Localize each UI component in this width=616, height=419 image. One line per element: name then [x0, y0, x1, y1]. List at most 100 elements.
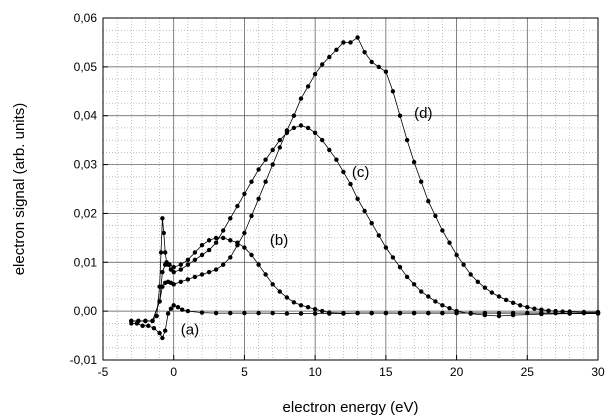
data-point — [320, 137, 325, 143]
data-point — [154, 313, 159, 319]
data-point — [532, 306, 537, 311]
data-point — [397, 310, 403, 316]
data-point — [320, 62, 325, 67]
data-point — [496, 313, 502, 319]
data-point — [199, 252, 205, 258]
series-layer — [129, 35, 601, 341]
data-point — [411, 310, 417, 316]
data-point — [553, 308, 558, 314]
data-point — [192, 274, 198, 280]
data-point — [426, 199, 431, 204]
data-point — [270, 147, 275, 153]
data-point — [157, 299, 162, 304]
series-label: (c) — [352, 164, 370, 181]
data-point — [298, 123, 304, 128]
data-point — [539, 307, 544, 312]
data-point — [426, 294, 431, 299]
x-tick-label: 0 — [170, 365, 177, 379]
data-point — [539, 311, 544, 317]
data-point — [151, 326, 157, 331]
data-point — [263, 157, 268, 162]
data-point — [383, 245, 389, 250]
x-tick-label: 5 — [241, 365, 248, 379]
data-point — [433, 299, 438, 304]
data-point — [390, 89, 396, 94]
data-point — [355, 310, 360, 316]
data-point — [348, 181, 353, 187]
y-tick-label: 0,00 — [74, 304, 98, 318]
data-point — [404, 274, 410, 280]
data-point — [312, 72, 318, 77]
data-point — [525, 305, 530, 310]
data-point — [560, 309, 565, 314]
data-point — [404, 137, 410, 143]
data-point — [163, 328, 168, 333]
x-tick-label: 15 — [379, 365, 393, 379]
data-point — [242, 245, 247, 250]
y-tick-label: 0,02 — [74, 206, 98, 220]
data-point — [277, 145, 282, 150]
y-tick-label: 0,06 — [74, 11, 98, 25]
data-point — [160, 269, 165, 275]
data-point — [475, 279, 480, 284]
data-point — [199, 272, 205, 277]
data-point — [206, 269, 212, 275]
data-point — [320, 308, 325, 314]
data-point — [312, 130, 318, 135]
data-point — [185, 257, 191, 262]
data-point — [327, 147, 332, 153]
y-tick-label: -0,01 — [70, 353, 98, 367]
data-point — [213, 267, 219, 272]
data-point — [397, 113, 403, 118]
data-point — [175, 305, 181, 310]
data-point — [146, 323, 151, 328]
data-point — [298, 303, 304, 308]
data-point — [369, 221, 374, 226]
data-point — [390, 255, 396, 260]
data-point — [510, 312, 516, 318]
data-point — [341, 310, 346, 316]
data-point — [185, 277, 191, 282]
series-1 — [129, 216, 601, 324]
data-point — [206, 247, 212, 253]
plot-frame — [102, 17, 599, 361]
y-tick-label: 0,05 — [74, 60, 98, 74]
data-point — [263, 179, 268, 184]
data-point — [440, 310, 445, 316]
data-point — [277, 289, 282, 294]
data-point — [242, 230, 247, 236]
data-point — [312, 311, 318, 316]
data-point — [160, 335, 165, 341]
data-point — [221, 235, 226, 241]
data-point — [249, 252, 254, 258]
series-line — [131, 304, 598, 339]
data-point — [160, 284, 165, 289]
data-point — [383, 69, 389, 74]
data-point — [595, 309, 601, 315]
data-point — [510, 300, 516, 305]
data-point — [270, 282, 275, 287]
data-point — [256, 262, 261, 267]
data-point — [199, 310, 205, 315]
data-point — [419, 179, 424, 184]
data-point — [171, 269, 176, 275]
data-point — [426, 310, 431, 316]
data-point — [581, 309, 587, 315]
data-point — [249, 179, 254, 184]
data-point — [163, 250, 168, 255]
data-point — [178, 262, 183, 267]
data-point — [256, 310, 261, 316]
data-point — [355, 35, 360, 40]
x-tick-label: 30 — [591, 365, 605, 379]
data-point — [228, 310, 233, 316]
data-point — [213, 310, 219, 316]
data-point — [369, 59, 374, 65]
data-point — [518, 303, 523, 308]
data-point — [327, 310, 332, 315]
data-point — [270, 310, 275, 316]
series-label: (d) — [414, 105, 432, 122]
series-0 — [129, 303, 601, 341]
data-point — [221, 262, 226, 267]
data-point — [447, 306, 452, 311]
